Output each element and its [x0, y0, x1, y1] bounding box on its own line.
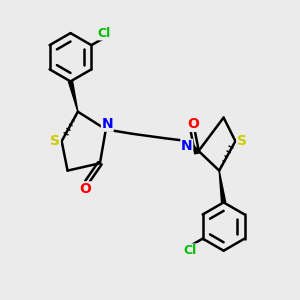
Text: Cl: Cl	[98, 27, 111, 40]
Text: S: S	[50, 134, 60, 148]
Text: N: N	[101, 117, 113, 131]
Text: Cl: Cl	[183, 244, 196, 257]
Polygon shape	[219, 171, 226, 203]
Text: O: O	[79, 182, 91, 196]
Text: S: S	[237, 134, 247, 148]
Text: N: N	[181, 140, 193, 154]
Polygon shape	[68, 81, 78, 112]
Text: O: O	[187, 117, 199, 131]
